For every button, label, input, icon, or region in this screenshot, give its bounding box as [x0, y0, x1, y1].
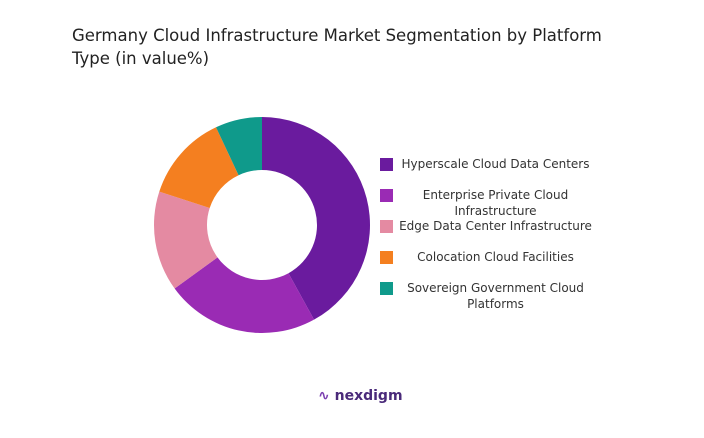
donut-segment — [216, 117, 262, 176]
legend-swatch — [380, 251, 393, 264]
legend: Hyperscale Cloud Data Centers Enterprise … — [380, 156, 640, 311]
donut-segment — [174, 257, 315, 333]
logo: ∿ nexdigm — [318, 388, 403, 404]
legend-swatch — [380, 282, 393, 295]
donut-segment — [153, 191, 218, 289]
legend-label: Enterprise Private Cloud Infrastructure — [422, 188, 569, 218]
donut-segment — [262, 117, 371, 320]
legend-item: Hyperscale Cloud Data Centers — [380, 156, 640, 187]
legend-label: Edge Data Center Infrastructure — [399, 219, 592, 233]
legend-swatch — [380, 158, 393, 171]
legend-swatch — [380, 189, 393, 202]
legend-label: Hyperscale Cloud Data Centers — [401, 157, 590, 171]
legend-label: Sovereign Government Cloud Platforms — [407, 281, 584, 311]
legend-swatch — [380, 220, 393, 233]
legend-item: Sovereign Government Cloud Platforms — [380, 280, 640, 311]
legend-item: Colocation Cloud Facilities — [380, 249, 640, 280]
legend-item: Enterprise Private Cloud Infrastructure — [380, 187, 640, 218]
logo-icon: ∿ — [318, 388, 335, 404]
logo-text: nexdigm — [334, 388, 403, 404]
legend-label: Colocation Cloud Facilities — [417, 250, 574, 264]
legend-item: Edge Data Center Infrastructure — [380, 218, 640, 249]
donut-segment — [159, 127, 239, 209]
chart-title: Germany Cloud Infrastructure Market Segm… — [72, 26, 602, 68]
